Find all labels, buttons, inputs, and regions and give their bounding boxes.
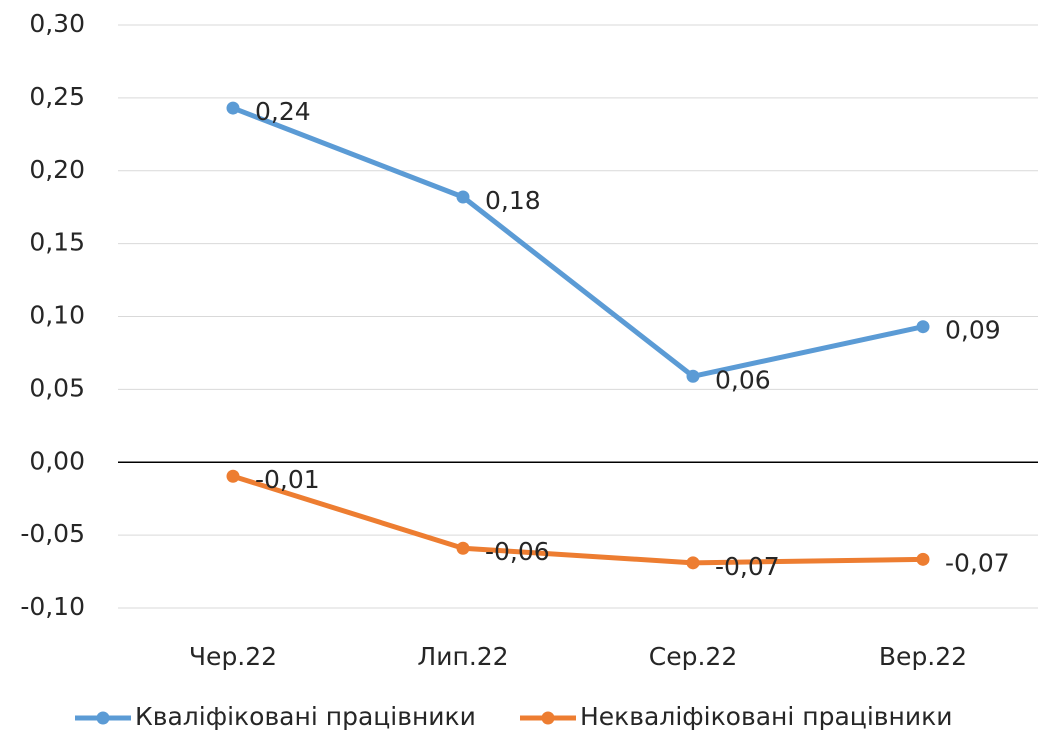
- y-tick-label: 0,20: [29, 155, 85, 184]
- x-tick-label: Лип.22: [417, 642, 508, 671]
- legend-marker: [541, 711, 555, 725]
- data-label: 0,24: [255, 97, 311, 126]
- series-line: [232, 473, 924, 566]
- y-tick-label: 0,25: [29, 82, 85, 111]
- x-tick-label: Вер.22: [879, 642, 967, 671]
- y-tick-label: -0,10: [20, 592, 85, 621]
- data-point: [916, 320, 930, 334]
- data-label: 0,06: [715, 365, 771, 394]
- y-tick-label: 0,15: [29, 228, 85, 257]
- y-tick-label: 0,10: [29, 301, 85, 330]
- data-point: [456, 190, 470, 204]
- legend-label: Кваліфіковані працівники: [135, 702, 476, 731]
- legend-label: Некваліфіковані працівники: [580, 702, 952, 731]
- data-label: -0,06: [485, 537, 550, 566]
- data-point: [456, 541, 470, 555]
- data-point: [686, 556, 700, 570]
- data-point: [916, 552, 930, 566]
- data-label: -0,07: [945, 548, 1010, 577]
- data-point: [226, 469, 240, 483]
- data-point: [226, 101, 240, 115]
- y-tick-label: 0,00: [29, 446, 85, 475]
- series-line: [232, 105, 924, 379]
- y-tick-label: -0,05: [20, 519, 85, 548]
- data-label: -0,07: [715, 552, 780, 581]
- data-label: -0,01: [255, 465, 320, 494]
- y-tick-label: 0,05: [29, 373, 85, 402]
- legend-marker: [96, 711, 110, 725]
- x-tick-label: Чер.22: [189, 642, 277, 671]
- data-point: [686, 369, 700, 383]
- data-label: 0,18: [485, 186, 541, 215]
- x-tick-label: Сер.22: [649, 642, 737, 671]
- y-tick-label: 0,30: [29, 9, 85, 38]
- data-label: 0,09: [945, 316, 1001, 345]
